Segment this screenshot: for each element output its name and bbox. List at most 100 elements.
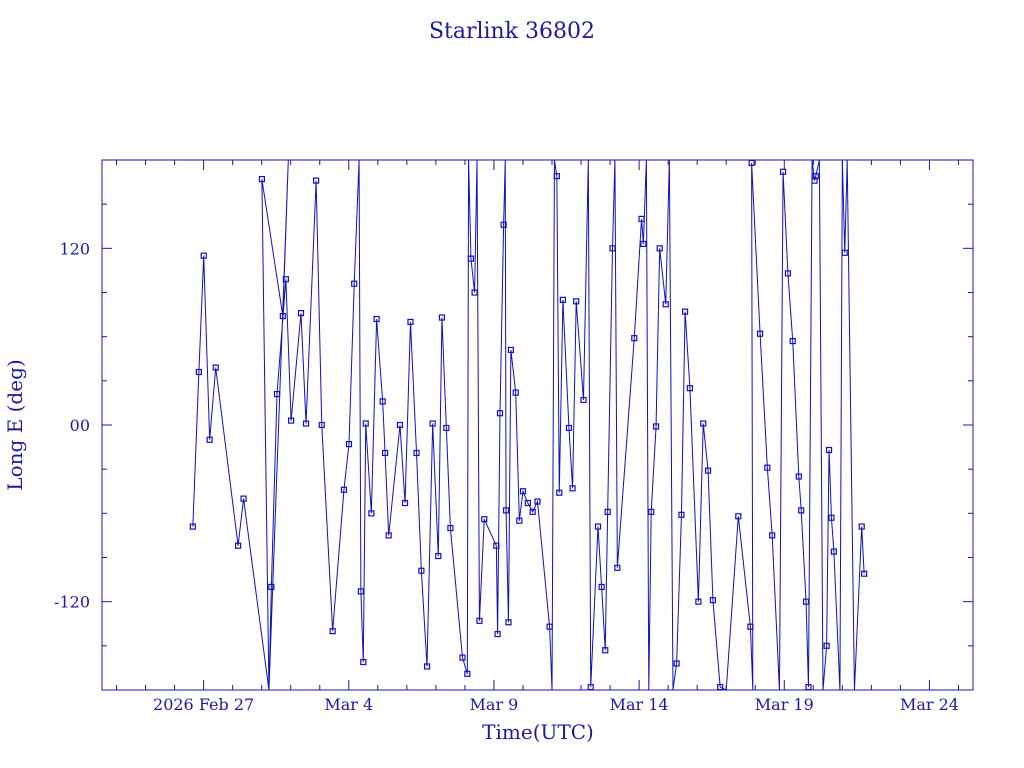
data-point [695, 598, 702, 605]
data-point [631, 335, 638, 342]
data-point [784, 270, 792, 277]
data-point [429, 420, 436, 427]
data-point [614, 564, 621, 571]
data-point [505, 619, 512, 626]
data-point [779, 168, 787, 175]
data-point [569, 485, 576, 492]
data-point [234, 542, 242, 549]
data-point [678, 511, 685, 518]
data-point [812, 173, 819, 180]
data-point [546, 623, 553, 630]
data-point [805, 683, 812, 691]
data-point [435, 552, 442, 560]
y-tick-label: 00 [70, 416, 90, 435]
data-point [656, 245, 663, 252]
data-point [709, 597, 717, 604]
data-point [516, 517, 523, 524]
data-point [858, 523, 865, 530]
data-point [423, 663, 431, 670]
data-point [240, 495, 247, 502]
data-point [681, 308, 689, 315]
chart-title: Starlink 36802 [429, 19, 595, 44]
x-tick-label: Mar 24 [900, 695, 959, 714]
data-point [580, 396, 587, 404]
data-point [200, 252, 207, 259]
data-point [795, 473, 802, 480]
data-point [481, 516, 488, 523]
data-point [418, 567, 425, 574]
data-point [212, 364, 219, 371]
data-point [500, 221, 507, 228]
data-point [368, 510, 375, 517]
data-point [443, 424, 450, 432]
data-point [493, 542, 500, 549]
data-point [345, 441, 353, 448]
data-point [519, 488, 527, 495]
data-point [756, 330, 764, 337]
data-point [381, 449, 389, 457]
data-point [559, 296, 567, 303]
data-point [438, 314, 446, 321]
data-point [604, 508, 611, 515]
data-point [189, 523, 196, 530]
data-point [413, 449, 420, 457]
x-axis-label: Time(UTC) [482, 720, 594, 744]
plot-axes: 2026 Feb 27 Mar 4 Mar 9 Mar 14 Mar 19 Mar 24 -… [54, 159, 974, 714]
y-axis-label: Long E (deg) [3, 359, 27, 490]
data-point [673, 660, 680, 667]
data-point [594, 523, 602, 530]
data-point [830, 548, 837, 555]
data-point [476, 617, 483, 624]
data-point [823, 642, 830, 649]
data-point [748, 159, 755, 167]
data-point [273, 390, 281, 398]
data-point [638, 215, 645, 222]
data-point [206, 436, 213, 443]
data-point [340, 486, 348, 493]
data-point [502, 507, 510, 514]
data-point [396, 421, 404, 429]
data-point [195, 368, 202, 376]
data-point [447, 524, 454, 532]
data-point [565, 424, 573, 432]
data-point [360, 658, 367, 666]
data-point [735, 513, 742, 520]
data-point [587, 683, 594, 691]
data-point [662, 301, 669, 308]
data-point [573, 298, 580, 305]
data-point [512, 389, 519, 396]
data-point [556, 489, 563, 496]
data-point [861, 570, 868, 577]
data-point [258, 176, 265, 183]
data-point [529, 508, 536, 515]
data-point [288, 417, 295, 424]
data-point [553, 173, 560, 180]
data-point [467, 255, 475, 262]
data-point [802, 598, 810, 605]
data-point [279, 312, 286, 320]
data-point [318, 421, 325, 429]
data-point [686, 385, 694, 392]
data-point [798, 507, 805, 514]
data-point [828, 514, 835, 521]
data-point [351, 280, 358, 287]
data-point [598, 583, 605, 591]
data-point [494, 630, 501, 638]
data-point [268, 583, 275, 591]
data-point [459, 654, 466, 661]
data-point [329, 628, 336, 635]
y-tick-label: 120 [59, 239, 90, 258]
data-point [496, 410, 504, 417]
x-tick-label: Mar 14 [610, 695, 669, 714]
data-point [282, 276, 289, 283]
data-point [825, 446, 833, 454]
data-point [640, 240, 647, 248]
data-point [373, 315, 380, 323]
data-point [609, 245, 616, 252]
data-point [362, 420, 369, 427]
data-point [464, 670, 471, 677]
data-point [302, 420, 310, 427]
data-point [313, 177, 320, 184]
data-point [841, 249, 848, 256]
